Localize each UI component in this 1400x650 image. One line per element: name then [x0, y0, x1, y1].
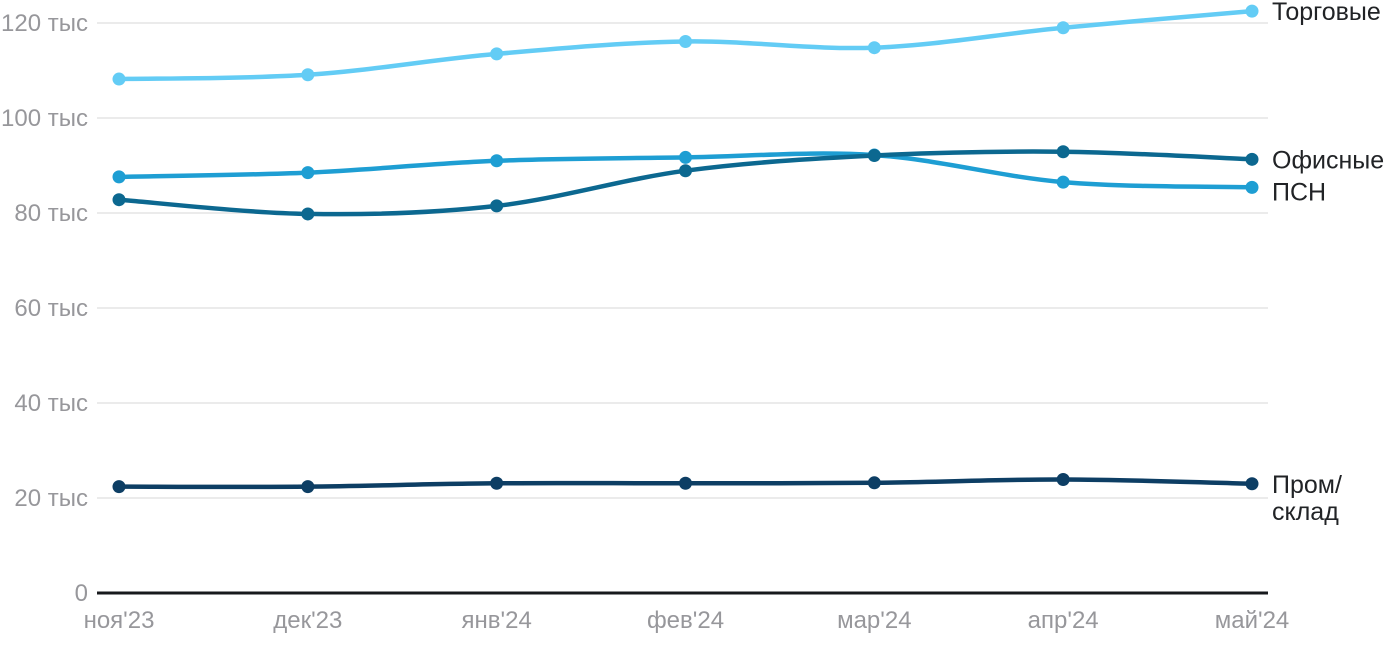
point-Торговые-май'24[interactable] — [1245, 4, 1259, 18]
point-ПСН-янв'24[interactable] — [490, 154, 504, 168]
point-ПСН-дек'23[interactable] — [301, 166, 315, 180]
point-Пром/склад-фев'24[interactable] — [679, 476, 692, 490]
legend-label-Пром/склад-line1: Пром/ — [1272, 471, 1342, 499]
point-Торговые-апр'24[interactable] — [1056, 21, 1070, 35]
point-Офисные-фев'24[interactable] — [679, 164, 692, 178]
point-ПСН-фев'24[interactable] — [679, 150, 692, 164]
x-tick-label-0: ноя'23 — [84, 607, 155, 634]
point-Офисные-май'24[interactable] — [1245, 152, 1259, 166]
point-Торговые-мар'24[interactable] — [867, 41, 881, 55]
y-tick-label-0: 0 — [75, 580, 88, 607]
point-ПСН-апр'24[interactable] — [1056, 175, 1070, 189]
point-Офисные-янв'24[interactable] — [490, 199, 504, 213]
x-tick-label-4: мар'24 — [837, 607, 911, 634]
point-ПСН-ноя'23[interactable] — [112, 170, 126, 184]
point-Пром/склад-мар'24[interactable] — [867, 476, 881, 490]
x-tick-label-5: апр'24 — [1028, 607, 1099, 634]
y-tick-label-80: 80 тыс — [14, 200, 88, 227]
x-tick-label-1: дек'23 — [273, 607, 342, 634]
x-tick-label-3: фев'24 — [647, 607, 724, 634]
x-tick-label-6: май'24 — [1215, 607, 1290, 634]
point-Офисные-дек'23[interactable] — [301, 207, 315, 221]
point-Пром/склад-дек'23[interactable] — [301, 480, 315, 494]
point-Торговые-янв'24[interactable] — [490, 47, 504, 61]
point-Офисные-ноя'23[interactable] — [112, 193, 126, 207]
point-Пром/склад-янв'24[interactable] — [490, 476, 504, 490]
legend-label-ПСН: ПСН — [1272, 178, 1326, 206]
legend-label-Офисные: Офисные — [1272, 146, 1384, 174]
legend-label-Торговые: Торговые — [1272, 0, 1381, 26]
legend-label-Пром/склад-line2: склад — [1272, 498, 1339, 526]
point-ПСН-май'24[interactable] — [1245, 180, 1259, 194]
point-Торговые-ноя'23[interactable] — [112, 72, 126, 86]
y-tick-label-60: 60 тыс — [14, 295, 88, 322]
point-Пром/склад-ноя'23[interactable] — [112, 480, 126, 494]
point-Пром/склад-май'24[interactable] — [1245, 477, 1259, 491]
point-Пром/склад-апр'24[interactable] — [1056, 472, 1070, 486]
point-Торговые-дек'23[interactable] — [301, 68, 315, 82]
x-tick-label-2: янв'24 — [462, 607, 532, 634]
y-tick-label-40: 40 тыс — [14, 390, 88, 417]
point-Торговые-фев'24[interactable] — [679, 35, 692, 49]
point-Офисные-апр'24[interactable] — [1056, 145, 1070, 159]
y-tick-label-100: 100 тыс — [1, 105, 88, 132]
y-tick-label-120: 120 тыс — [1, 10, 88, 37]
point-Офисные-мар'24[interactable] — [867, 149, 881, 163]
y-tick-label-20: 20 тыс — [14, 485, 88, 512]
